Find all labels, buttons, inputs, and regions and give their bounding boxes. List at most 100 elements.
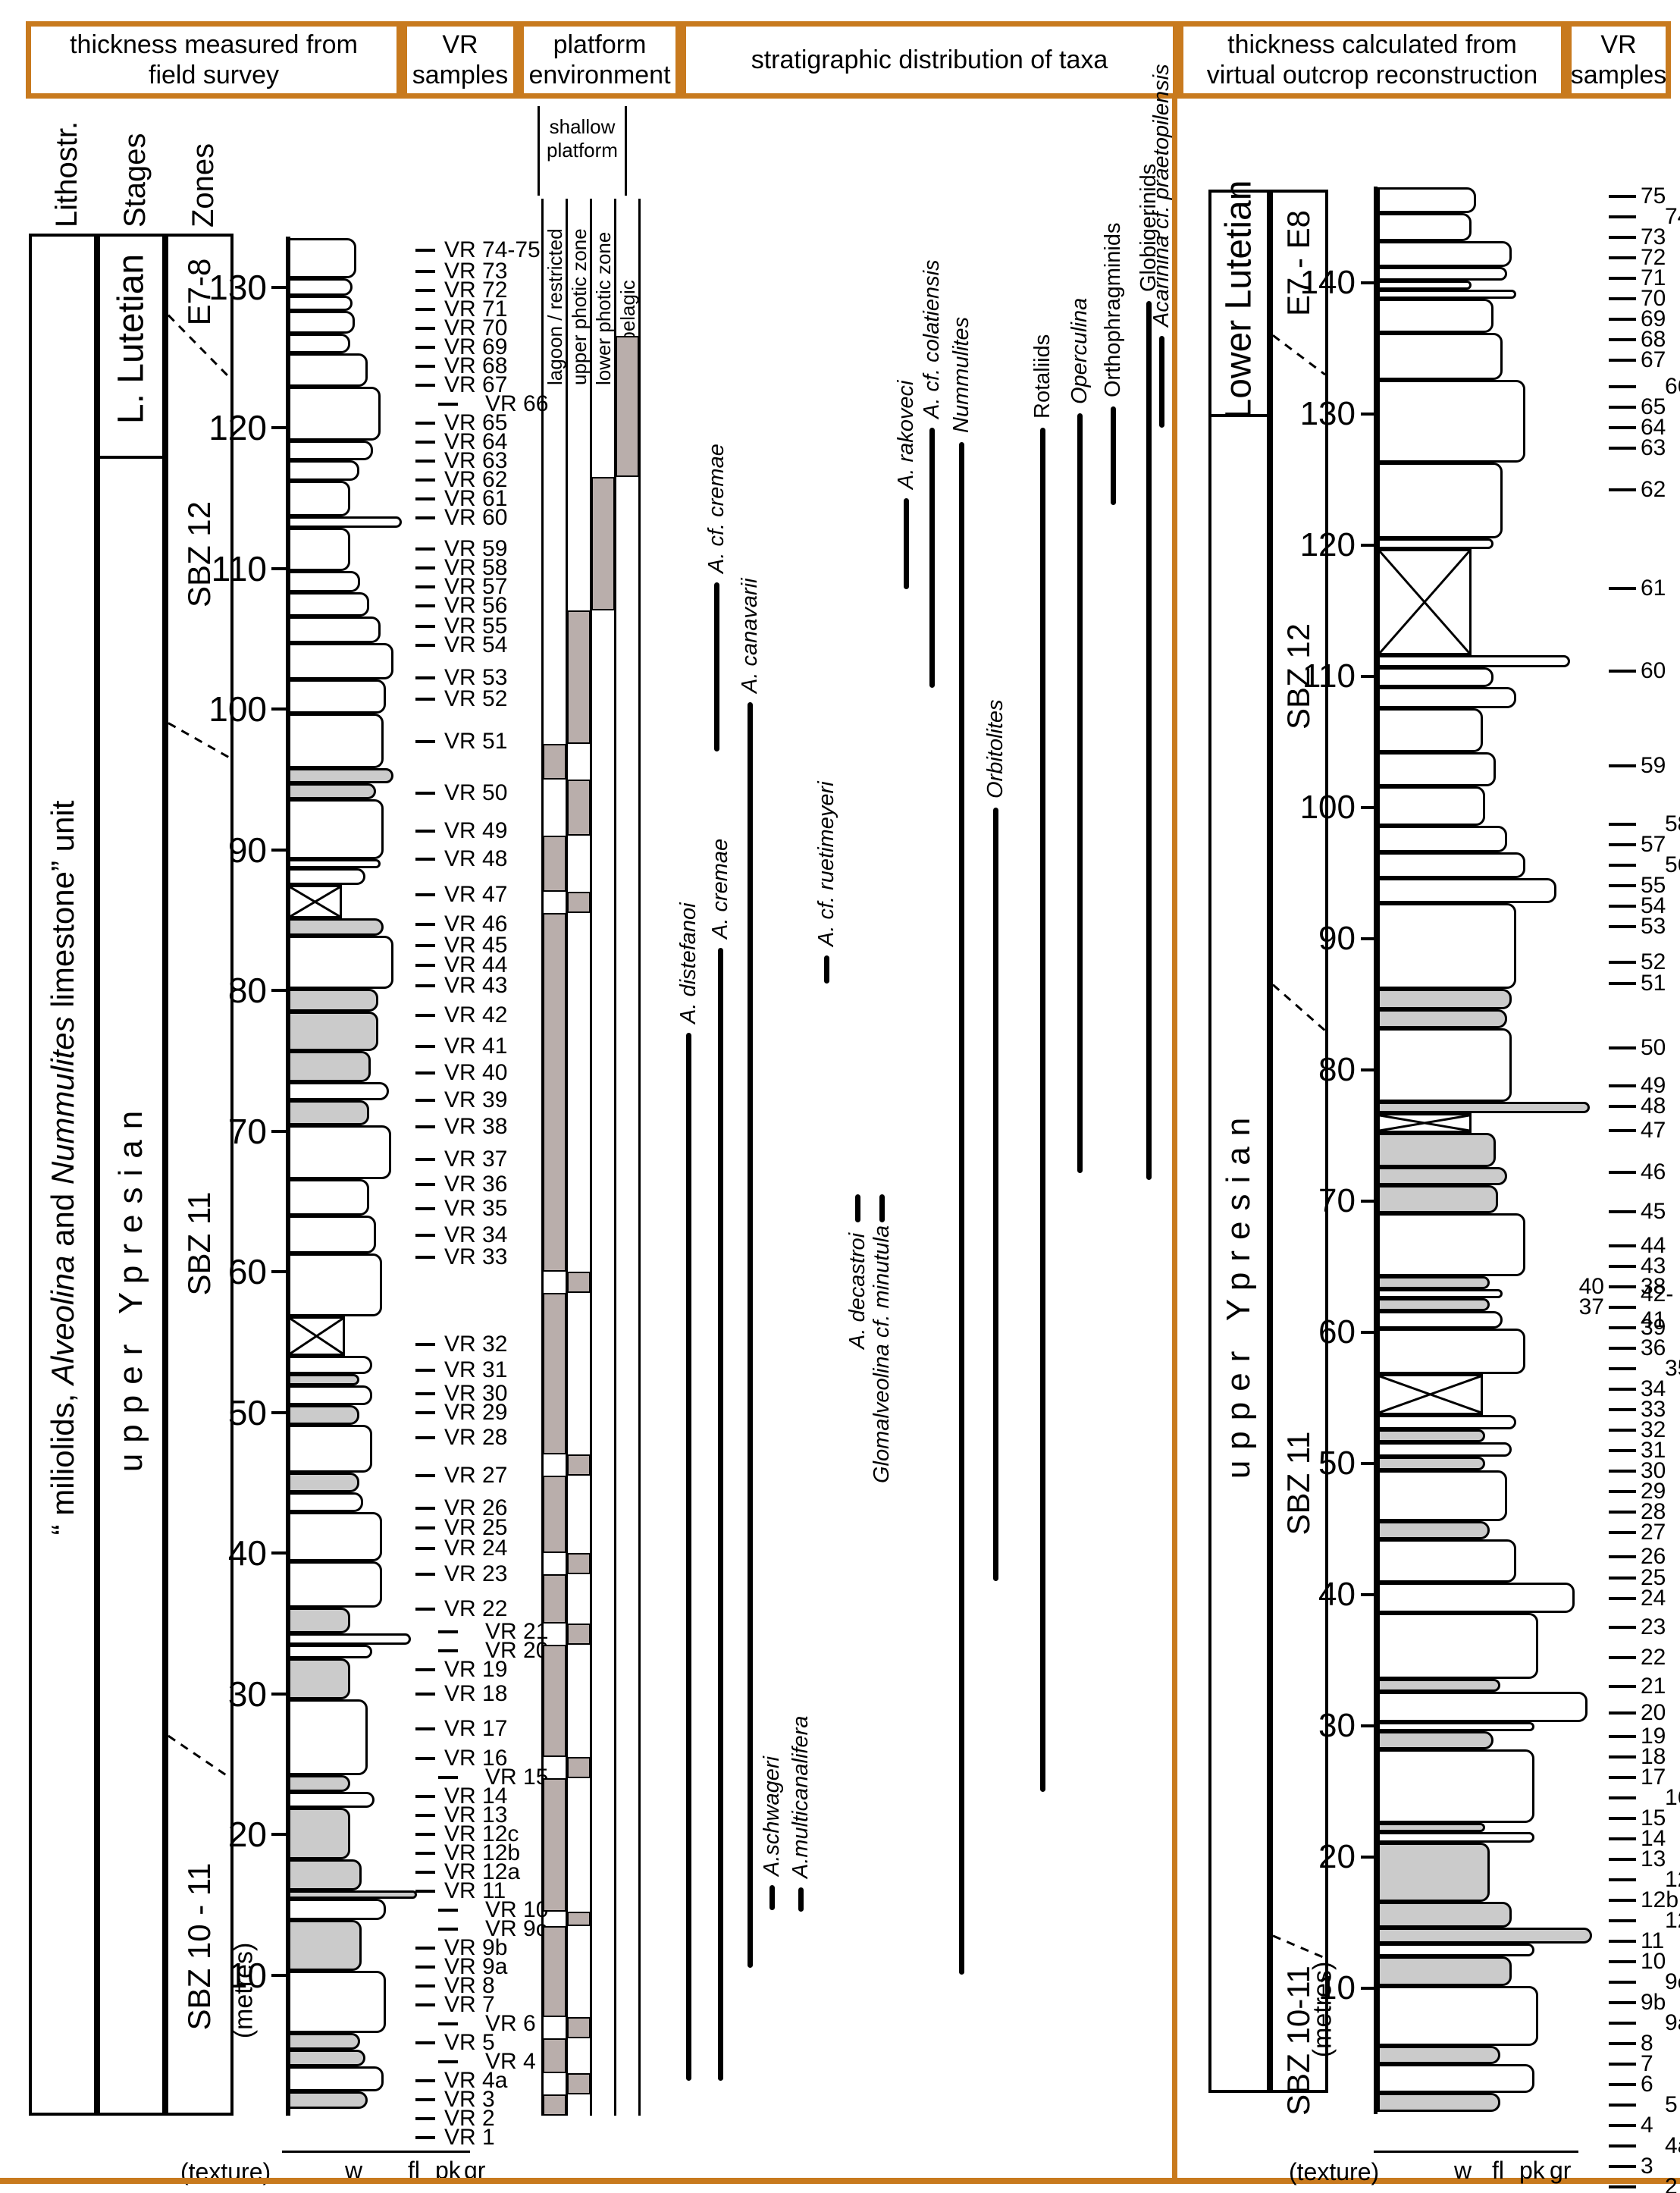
- bed-right: [1378, 1027, 1512, 1102]
- sample-number: 32: [1641, 1417, 1666, 1442]
- sample-tick: [1609, 1305, 1636, 1309]
- left-axis-tick: [271, 1270, 287, 1273]
- vr-tick: [438, 1927, 458, 1931]
- bed-left: [288, 2032, 360, 2050]
- sample-number: 35: [1665, 1355, 1680, 1381]
- sample-number: 30: [1641, 1457, 1666, 1483]
- vr-tick: [415, 1965, 435, 1969]
- bed-left: [288, 460, 359, 482]
- sample-number: 69: [1641, 306, 1666, 331]
- sample-tick: [1609, 823, 1636, 827]
- sample-number: 23: [1641, 1614, 1666, 1640]
- taxon-bar-a-cremae: [718, 948, 723, 2081]
- vr-tick: [415, 327, 435, 331]
- vr-tick: [415, 308, 435, 312]
- vr-label: VR 12b: [444, 1840, 521, 1865]
- vr-label: VR 42: [444, 1002, 508, 1028]
- header-box-vr-samples-left: VR samples: [402, 21, 519, 99]
- vr-label: VR 51: [444, 728, 508, 754]
- right-axis-label: 80: [1318, 1051, 1356, 1088]
- vr-tick: [415, 1889, 435, 1893]
- bed-right: [1378, 1457, 1485, 1470]
- vr-tick: [415, 1014, 435, 1018]
- taxon-bar-globigerinids: [1146, 301, 1152, 1181]
- bed-left: [288, 1405, 359, 1426]
- bed-right: [1378, 1311, 1503, 1329]
- vr-tick: [415, 566, 435, 569]
- bed-right: [1378, 826, 1507, 852]
- sample-tick: [1609, 1555, 1636, 1558]
- bed-left: [288, 1081, 389, 1100]
- sample-tick: [1609, 843, 1636, 847]
- vr-tick: [415, 739, 435, 743]
- sample-number: 57: [1641, 832, 1666, 858]
- vr-label: VR 55: [444, 613, 508, 638]
- sample-tick: [1609, 215, 1636, 218]
- vr-tick: [415, 1411, 435, 1415]
- right-axis-label: 100: [1299, 789, 1356, 826]
- sample-tick: [1609, 1796, 1636, 1799]
- sample-tick: [1609, 1755, 1636, 1758]
- sample-number: 15: [1641, 1805, 1666, 1831]
- left-axis-label: 130: [208, 267, 267, 307]
- header-box-platform-env: platform environment: [519, 21, 681, 99]
- bed-left: [288, 440, 373, 460]
- right-axis-label: 40: [1318, 1576, 1356, 1613]
- env-gray-block: [543, 2094, 566, 2116]
- vr-label: VR 61: [444, 486, 508, 512]
- dashed-zone-boundary: [168, 722, 231, 760]
- sample-tick: [1609, 358, 1636, 362]
- bed-right: [1378, 752, 1496, 787]
- vr-label: VR 16: [444, 1745, 508, 1771]
- vr-tick: [415, 1572, 435, 1576]
- right-texture-tick-fl: fl: [1492, 2157, 1504, 2184]
- left-axis-label: 30: [227, 1674, 267, 1714]
- bed-left: [288, 1899, 386, 1921]
- right-axis-tick: [1361, 1331, 1374, 1334]
- bed-left: [288, 1050, 371, 1082]
- sample-tick: [1609, 2000, 1636, 2004]
- bed-left: [288, 767, 393, 784]
- left-axis-tick: [271, 989, 287, 992]
- taxon-bar-a-cf-ruetimeyeri: [824, 955, 829, 984]
- bed-right: [1378, 1133, 1496, 1167]
- vr-label: VR 38: [444, 1113, 508, 1139]
- env-column-border-0: [541, 199, 544, 2116]
- vr-label: VR 30: [444, 1381, 508, 1407]
- vr-tick: [415, 624, 435, 628]
- bed-left: [288, 1316, 345, 1357]
- vr-label: VR 5: [444, 2029, 495, 2055]
- right-label-box-0: [1208, 190, 1270, 2093]
- sample-number: 34: [1641, 1376, 1666, 1401]
- bed-left: [288, 1807, 350, 1860]
- sample-number: 65: [1641, 394, 1666, 419]
- sample-tick: [1609, 1530, 1636, 1534]
- vr-tick: [415, 365, 435, 369]
- vr-label: VR 8: [444, 1972, 495, 1998]
- bed-left: [288, 1385, 372, 1406]
- bed-right: [1378, 1730, 1494, 1750]
- bed-right: [1378, 1298, 1490, 1312]
- vr-label: VR 71: [444, 296, 508, 322]
- vr-tick: [415, 2078, 435, 2082]
- env-gray-block: [567, 2073, 591, 2095]
- left-axis-tick: [271, 707, 287, 711]
- bed-right: [1378, 655, 1570, 667]
- bed-left: [288, 642, 393, 680]
- sample-tick: [1609, 337, 1636, 341]
- vr-tick: [415, 604, 435, 607]
- vr-label: VR 33: [444, 1244, 508, 1270]
- bed-left: [288, 1512, 382, 1562]
- dashed-zone-boundary: [1272, 984, 1326, 1032]
- vr-label: VR 2: [444, 2105, 495, 2131]
- sample-tick: [1609, 1046, 1636, 1049]
- sample-tick: [1609, 1469, 1636, 1473]
- bed-right: [1378, 267, 1507, 281]
- sample-tick: [1609, 1711, 1636, 1715]
- env-column-border-2: [590, 199, 592, 2116]
- sample-number: 16: [1665, 1784, 1680, 1810]
- sample-tick: [1609, 1084, 1636, 1087]
- vr-label: VR 27: [444, 1462, 508, 1488]
- right-axis-tick: [1361, 544, 1374, 547]
